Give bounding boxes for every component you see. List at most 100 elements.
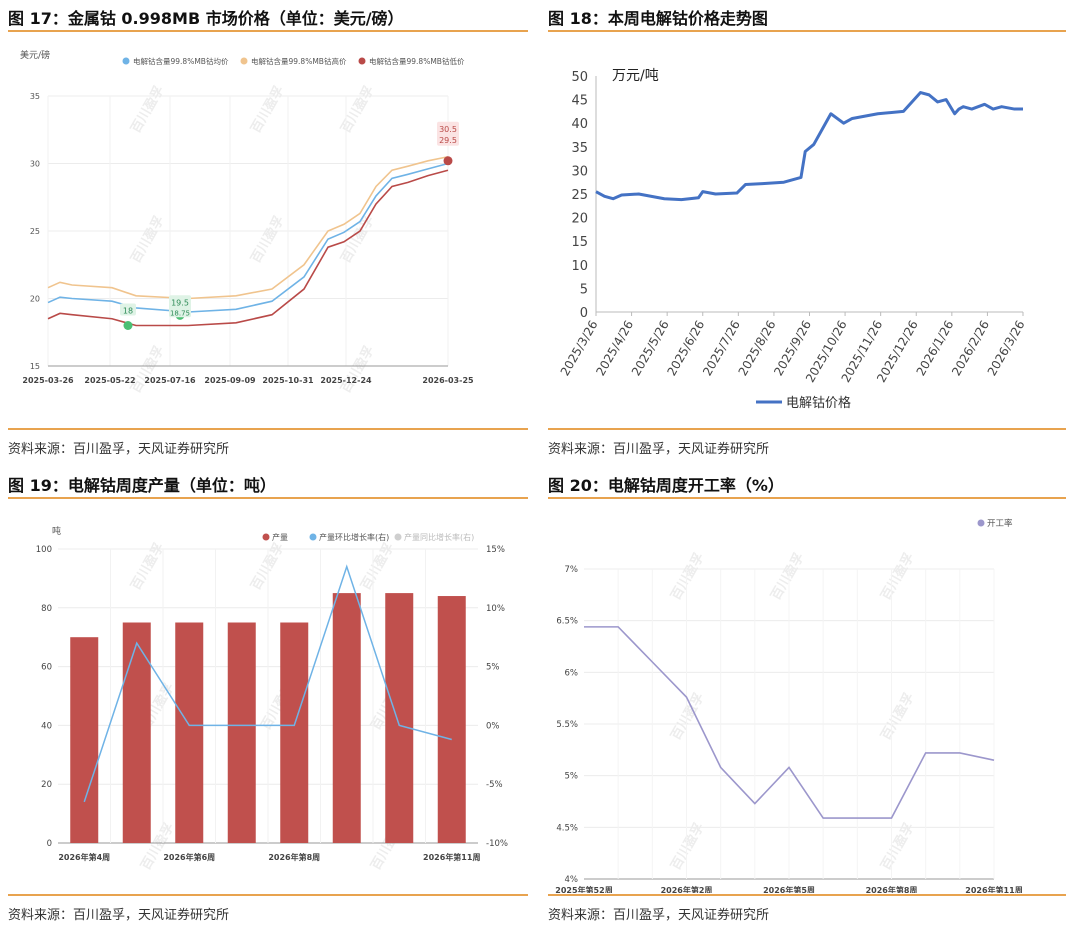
series-line — [83, 564, 452, 803]
y-tick-label: 6.5% — [556, 617, 578, 627]
figure-19-source: 资料来源：百川盈孚，天风证券研究所 — [8, 908, 230, 923]
x-tick-label: 2025-12-24 — [320, 376, 372, 385]
legend-marker — [358, 57, 366, 65]
series-line — [595, 91, 1023, 202]
y-tick-label: 45 — [571, 94, 588, 109]
y-tick-label: 15 — [571, 235, 588, 250]
x-tick-label: 2025-03-26 — [22, 376, 74, 385]
y-tick-label: 40 — [571, 117, 588, 132]
y-axis-unit: 万元/吨 — [612, 68, 659, 84]
legend-label: 电解钴含量99.8%MB钴均价 — [133, 56, 229, 66]
legend-label: 产量环比增长率(右) — [319, 532, 389, 542]
bar — [280, 622, 309, 843]
watermark: 百川盈孚 — [878, 820, 918, 873]
series-line — [47, 162, 449, 313]
figure-20-title: 图 20：电解钴周度开工率（%） — [548, 476, 784, 495]
y2-tick-label: 10% — [486, 604, 505, 614]
y-tick-label: 0 — [580, 306, 588, 321]
watermark: 百川盈孚 — [668, 820, 708, 873]
y-tick-label: 35 — [571, 141, 588, 156]
figure-19-top-rule — [8, 497, 528, 499]
legend-label: 电解钴含量99.8%MB钴低价 — [369, 56, 465, 66]
legend-marker — [309, 533, 317, 541]
min-label-bg — [169, 295, 191, 318]
legend-label: 电解钴含量99.8%MB钴高价 — [251, 56, 347, 66]
figure-17-title: 图 17：金属钴 0.998MB 市场价格（单位：美元/磅） — [8, 9, 404, 28]
x-tick-label: 2025年第52周 — [555, 885, 612, 893]
bar — [332, 593, 361, 843]
y2-tick-label: 15% — [486, 545, 505, 555]
y-tick-label: 4% — [565, 875, 579, 885]
watermark: 百川盈孚 — [248, 213, 288, 266]
watermark: 百川盈孚 — [338, 83, 378, 136]
series-line — [584, 626, 995, 819]
y-tick-label: 7% — [565, 565, 579, 575]
watermark: 百川盈孚 — [668, 550, 708, 603]
figure-20-source: 资料来源：百川盈孚，天风证券研究所 — [548, 908, 770, 923]
y-tick-label: 15 — [30, 362, 40, 371]
legend-marker — [122, 57, 130, 65]
y-tick-label: 20 — [41, 780, 52, 790]
x-tick-label: 2025-10-31 — [262, 376, 314, 385]
min-label: 18.75 — [170, 309, 190, 317]
y-tick-label: 5% — [565, 772, 579, 782]
x-tick-label: 2026年第5周 — [763, 885, 815, 893]
y2-tick-label: 0% — [486, 721, 500, 731]
watermark: 百川盈孚 — [338, 213, 378, 266]
figure-18-title: 图 18：本周电解钴价格走势图 — [548, 9, 768, 28]
x-tick-label: 2026年第2周 — [661, 885, 713, 893]
x-tick-label: 2026年第8周 — [268, 852, 320, 862]
figure-20-top-rule — [548, 497, 1066, 499]
max-label-bg — [437, 121, 459, 146]
y-tick-label: 50 — [571, 70, 588, 85]
x-tick-label: 2026-03-25 — [422, 376, 474, 385]
watermark: 百川盈孚 — [128, 540, 168, 593]
watermark: 百川盈孚 — [878, 550, 918, 603]
figure-18-panel: 图 18：本周电解钴价格走势图 万元/吨 0 5 10 15 20 25 30 35 40 45 50… — [548, 0, 1066, 462]
x-tick-label: 2025-09-09 — [204, 376, 256, 385]
legend-marker — [262, 533, 270, 541]
x-tick-label: 2026年第8周 — [866, 885, 918, 893]
max-label: 29.5 — [439, 136, 457, 145]
figure-18-top-rule — [548, 30, 1066, 32]
y-axis-unit: 吨 — [52, 525, 61, 537]
figure-20-panel: 图 20：电解钴周度开工率（%） 百川盈孚 百川盈孚 百川盈孚 百川盈孚 百川盈孚 百川盈… — [548, 468, 1066, 930]
legend-marker — [977, 519, 985, 527]
watermark: 百川盈孚 — [878, 690, 918, 743]
figure-19-bottom-rule — [8, 894, 528, 896]
figure-20-bottom-rule — [548, 894, 1066, 896]
watermark: 百川盈孚 — [248, 83, 288, 136]
y-tick-label: 5.5% — [556, 720, 578, 730]
max-label: 30.5 — [439, 125, 457, 134]
min-label: 18 — [123, 307, 133, 316]
watermark: 百川盈孚 — [768, 550, 808, 603]
figure-19-panel: 图 19：电解钴周度产量（单位：吨） 百川盈孚 百川盈孚 百川盈孚 百川盈孚 百川盈孚百… — [8, 468, 528, 930]
min-marker — [123, 321, 133, 330]
watermark: 百川盈孚 — [338, 343, 378, 396]
y-tick-label: 30 — [571, 164, 588, 179]
series-line — [47, 155, 449, 300]
y2-tick-label: -5% — [486, 780, 503, 790]
min-label: 19.5 — [171, 298, 189, 307]
legend-label: 开工率 — [987, 518, 1013, 529]
figure-17-source: 资料来源：百川盈孚，天风证券研究所 — [8, 442, 230, 457]
legend-label: 产量同比增长率(右) — [404, 532, 474, 542]
y-tick-label: 40 — [41, 721, 52, 731]
bar — [385, 593, 414, 843]
figure-19-title: 图 19：电解钴周度产量（单位：吨） — [8, 476, 276, 495]
x-tick-label: 2026年第4周 — [58, 852, 110, 862]
figure-18-source: 资料来源：百川盈孚，天风证券研究所 — [548, 442, 770, 457]
watermark: 百川盈孚 — [128, 83, 168, 136]
y-tick-label: 80 — [41, 604, 52, 614]
legend-label: 电解钴价格 — [786, 395, 851, 411]
y-tick-label: 25 — [30, 227, 40, 236]
x-tick-label: 2026年第6周 — [163, 852, 215, 862]
figure-17-panel: 图 17：金属钴 0.998MB 市场价格（单位：美元/磅） 百川盈孚 百川盈孚百… — [8, 0, 528, 462]
chart-18: 万元/吨051015202530354045502025/3/262025/4/… — [558, 68, 1028, 411]
x-tick-label: 2026年第11周 — [965, 885, 1022, 893]
x-tick-label: 2025-07-16 — [144, 376, 196, 385]
watermark: 百川盈孚 — [128, 213, 168, 266]
y-tick-label: 20 — [571, 212, 588, 227]
x-tick-label: 2026年第11周 — [423, 852, 480, 862]
